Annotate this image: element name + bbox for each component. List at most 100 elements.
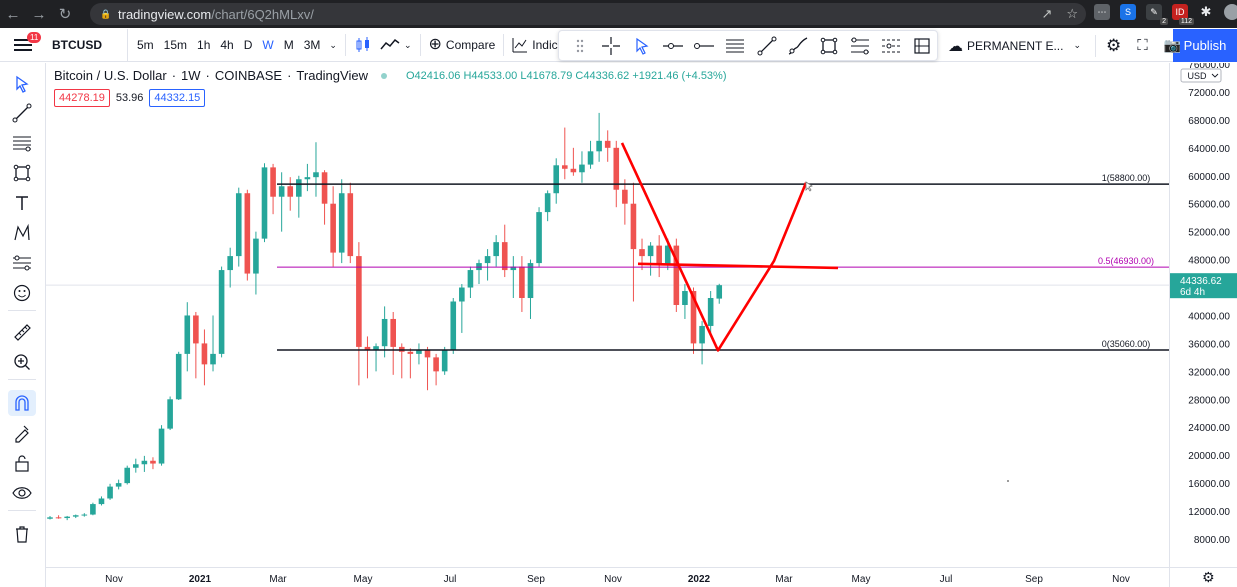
chart-type-line-button[interactable]: ⌄ bbox=[376, 36, 416, 54]
cursor-arrow-icon[interactable] bbox=[627, 32, 656, 60]
publish-button[interactable]: Publish bbox=[1173, 29, 1237, 62]
interval-15m[interactable]: 15m bbox=[163, 38, 188, 52]
bookmark-star-icon[interactable]: ☆ bbox=[1066, 6, 1078, 21]
drawn-neckline bbox=[637, 262, 839, 270]
puzzle-icon[interactable]: ✱ bbox=[1200, 4, 1212, 19]
price-tick-label: 60000.00 bbox=[1188, 172, 1230, 183]
share-icon[interactable]: ↗ bbox=[1041, 6, 1053, 21]
candle-body bbox=[330, 203, 336, 253]
chart-type-candles-button[interactable] bbox=[350, 36, 376, 54]
legend-open: O42416.06 bbox=[405, 69, 461, 82]
legend-interval: 1W bbox=[181, 68, 201, 83]
candle-body bbox=[261, 167, 268, 239]
address-bar[interactable]: 🔒 tradingview.com/chart/6Q2hMLxv/ ↗ ☆ bbox=[90, 3, 1086, 25]
candle-body bbox=[510, 266, 517, 271]
rectangle-icon[interactable] bbox=[814, 32, 843, 60]
fib-level-label: 0(35060.00) bbox=[1102, 339, 1151, 349]
cursor-icon[interactable] bbox=[8, 71, 36, 97]
candle-body bbox=[459, 287, 465, 302]
candle-body bbox=[175, 353, 182, 400]
settings-gear-icon[interactable]: ⚙ bbox=[1106, 35, 1122, 55]
fib-tool-icon[interactable] bbox=[8, 130, 36, 156]
candle-body bbox=[484, 256, 491, 264]
reload-icon[interactable]: ↻ bbox=[58, 6, 72, 23]
emoji-icon[interactable] bbox=[8, 280, 36, 306]
currency-selector bbox=[1180, 68, 1222, 83]
eye-icon[interactable] bbox=[8, 480, 36, 506]
candles-icon bbox=[356, 37, 369, 52]
brush-icon[interactable] bbox=[783, 32, 812, 60]
price-axis[interactable]: 76000.00 72000.00 68000.00 64000.00 60000.00… bbox=[1169, 60, 1237, 567]
camera-icon[interactable]: 📷 bbox=[1163, 37, 1182, 53]
extension-badge: 112 bbox=[1178, 18, 1194, 25]
legend-symbol-title[interactable]: Bitcoin / U.S. Dollar bbox=[54, 68, 167, 83]
axis-settings-corner[interactable]: ⚙ bbox=[1169, 567, 1237, 587]
url-host: tradingview.com bbox=[118, 6, 212, 22]
fullscreen-icon[interactable]: ⛶ bbox=[1137, 37, 1148, 54]
candle-body bbox=[72, 515, 79, 517]
cloud-icon: ☁ bbox=[948, 37, 963, 55]
interval-3m[interactable]: 3M bbox=[303, 38, 321, 52]
lock-icon[interactable] bbox=[8, 450, 36, 476]
candle-body bbox=[536, 212, 542, 264]
extension-icon-1[interactable]: ⋯ bbox=[1094, 4, 1110, 20]
extension-icon-4[interactable]: ID 112 bbox=[1172, 4, 1194, 25]
shapes-tool-icon[interactable] bbox=[8, 160, 36, 186]
time-axis[interactable]: Nov 2021 Mar May Jul Sep Nov 2022 Mar May Jul Sep No… bbox=[46, 567, 1169, 587]
interval-m[interactable]: M bbox=[283, 38, 294, 52]
candle-body bbox=[253, 238, 259, 274]
prediction-tool-icon[interactable] bbox=[8, 250, 36, 276]
compare-button[interactable]: ⊕ Compare bbox=[425, 37, 500, 53]
trash-icon[interactable] bbox=[8, 521, 36, 547]
extension-icon-2[interactable]: S bbox=[1120, 4, 1136, 20]
ruler-icon[interactable] bbox=[8, 319, 36, 345]
crosshair-icon[interactable] bbox=[596, 32, 625, 60]
candlestick-chart[interactable]: 1(58800.00) 0.5(46930.00) 0(35060.00) bbox=[46, 63, 1169, 567]
trend-line-tool-icon[interactable] bbox=[8, 100, 36, 126]
fib-retracement-icon[interactable] bbox=[846, 32, 875, 60]
fib-lines-icon[interactable] bbox=[721, 32, 750, 60]
extension-icon-3[interactable]: ✎ 2 bbox=[1146, 4, 1168, 25]
interval-w[interactable]: W bbox=[262, 38, 274, 52]
back-icon[interactable]: ← bbox=[5, 5, 21, 23]
candle-body bbox=[81, 514, 88, 516]
layout-menu-button[interactable]: ☁ PERMANENT E... ⌄ bbox=[944, 37, 1085, 55]
price-tick-label: 72000.00 bbox=[1188, 88, 1230, 99]
drag-handle-icon[interactable] bbox=[565, 32, 594, 60]
candle-body bbox=[493, 242, 499, 257]
price-tick-label: 20000.00 bbox=[1188, 451, 1230, 462]
candle-body bbox=[673, 245, 680, 305]
interval-1h[interactable]: 1h bbox=[197, 38, 211, 52]
interval-buttons: 5m 15m 1h 4h D W M 3M bbox=[128, 38, 325, 52]
candle-body bbox=[158, 428, 165, 464]
fib-extension-icon[interactable] bbox=[877, 32, 906, 60]
text-tool-icon[interactable] bbox=[8, 190, 36, 216]
interval-4h[interactable]: 4h bbox=[220, 38, 234, 52]
candle-body bbox=[407, 351, 414, 354]
price-tick-label: 64000.00 bbox=[1188, 144, 1230, 155]
candle-body bbox=[338, 193, 345, 253]
horizontal-line-icon[interactable] bbox=[690, 32, 719, 60]
settings-gear-icon[interactable]: ⚙ bbox=[1202, 569, 1215, 585]
price-tick-label: 68000.00 bbox=[1188, 116, 1230, 127]
sell-price-button[interactable]: 44278.19 bbox=[54, 89, 110, 107]
chevron-down-icon[interactable]: ⌄ bbox=[329, 39, 337, 50]
forward-icon[interactable]: → bbox=[31, 5, 47, 23]
interval-5m[interactable]: 5m bbox=[137, 38, 154, 52]
candle-body bbox=[124, 467, 131, 484]
chart-pane[interactable]: 1(58800.00) 0.5(46930.00) 0(35060.00) bbox=[46, 63, 1169, 567]
candle-body bbox=[64, 516, 70, 519]
buy-price-button[interactable]: 44332.15 bbox=[149, 89, 206, 107]
horizontal-ray-icon[interactable] bbox=[659, 32, 688, 60]
stay-in-drawing-icon[interactable] bbox=[8, 420, 36, 446]
pattern-tool-icon[interactable] bbox=[8, 220, 36, 246]
magnet-icon[interactable] bbox=[8, 390, 36, 416]
measure-icon[interactable] bbox=[908, 32, 937, 60]
symbol-search-button[interactable]: BTCUSD bbox=[46, 28, 128, 62]
main-menu-button[interactable]: 11 bbox=[0, 29, 46, 62]
zoom-in-icon[interactable] bbox=[8, 349, 36, 375]
profile-avatar[interactable] bbox=[1224, 4, 1237, 20]
candle-body bbox=[613, 147, 620, 190]
interval-d[interactable]: D bbox=[243, 38, 253, 52]
trend-line-icon[interactable] bbox=[752, 32, 781, 60]
